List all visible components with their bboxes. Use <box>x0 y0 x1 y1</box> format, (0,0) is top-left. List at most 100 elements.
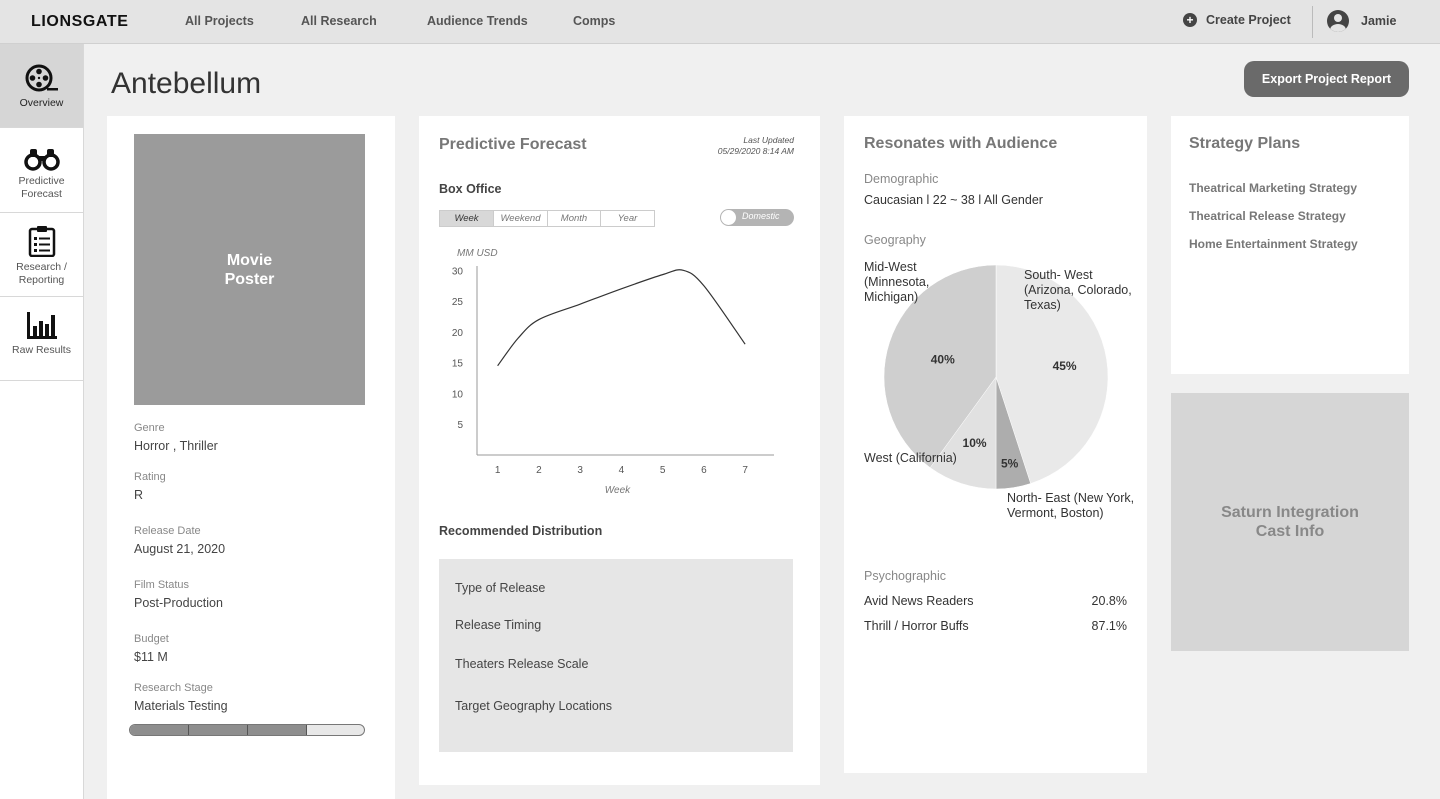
x-tick-label: 3 <box>577 465 583 476</box>
distribution-item-theaters-release-scale: Theaters Release Scale <box>455 657 589 671</box>
export-project-report-button[interactable]: Export Project Report <box>1244 61 1409 97</box>
binoculars-icon <box>23 149 60 171</box>
psychographic-row: Avid News Readers 20.8% <box>864 594 1127 608</box>
x-tick-label: 7 <box>742 465 748 476</box>
budget-label: Budget <box>134 633 169 645</box>
nav-all-research[interactable]: All Research <box>301 14 377 28</box>
x-tick-label: 2 <box>536 465 542 476</box>
sidebar-label-raw-results: Raw Results <box>12 344 71 356</box>
pie-slice-label: 40% <box>931 353 955 367</box>
psychographic-value: 87.1% <box>1091 619 1127 633</box>
film-status-label: Film Status <box>134 579 190 591</box>
saturn-cast-info-placeholder: Saturn Integration Cast Info <box>1171 393 1409 651</box>
genre-label: Genre <box>134 422 165 434</box>
user-menu[interactable]: Jamie <box>1327 10 1396 32</box>
sidebar-label-research-reporting: Research / Reporting <box>16 261 67 286</box>
research-stage-progress-bar <box>129 724 365 736</box>
y-tick-label: 20 <box>452 328 464 339</box>
distribution-item-target-geography: Target Geography Locations <box>455 699 613 713</box>
psychographic-name: Avid News Readers <box>864 594 974 608</box>
film-status-value: Post-Production <box>134 596 223 610</box>
tab-week[interactable]: Week <box>439 210 494 227</box>
y-tick-label: 5 <box>457 420 463 431</box>
strategy-title: Strategy Plans <box>1189 135 1301 152</box>
geo-label-south-west: South- West (Arizona, Colorado, Texas) <box>1024 268 1132 312</box>
sidebar: Overview Predictive Forecast Research / … <box>0 44 84 799</box>
time-range-tabs: Week Weekend Month Year <box>439 210 655 227</box>
x-tick-label: 6 <box>701 465 707 476</box>
last-updated-label: Last Updated <box>743 135 794 145</box>
geography-label: Geography <box>864 233 926 247</box>
nav-divider <box>1312 6 1313 38</box>
x-tick-label: 5 <box>660 465 666 476</box>
strategy-link-home-entertainment[interactable]: Home Entertainment Strategy <box>1189 237 1358 251</box>
domestic-toggle[interactable]: Domestic <box>720 209 794 226</box>
sidebar-item-raw-results[interactable]: Raw Results <box>0 297 83 381</box>
x-axis-label: Week <box>605 485 631 496</box>
y-tick-label: 10 <box>452 389 464 400</box>
create-project-button[interactable]: + Create Project <box>1183 13 1291 27</box>
brand-logo[interactable]: LIONSGATE <box>31 13 129 30</box>
release-date-label: Release Date <box>134 525 201 537</box>
pie-slice-mid-west <box>883 264 997 468</box>
toggle-label: Domestic <box>742 211 780 221</box>
research-stage-label: Research Stage <box>134 682 213 694</box>
y-axis-label: MM USD <box>457 248 498 259</box>
rating-value: R <box>134 488 144 502</box>
tab-year[interactable]: Year <box>600 210 655 227</box>
sidebar-label-overview: Overview <box>19 97 64 109</box>
nav-all-projects[interactable]: All Projects <box>185 14 254 28</box>
psychographic-row: Thrill / Horror Buffs 87.1% <box>864 619 1127 633</box>
bar-chart-icon <box>26 312 57 339</box>
predictive-forecast-card: Predictive Forecast Last Updated 05/29/2… <box>419 116 820 785</box>
forecast-title: Predictive Forecast <box>439 136 587 153</box>
sidebar-item-predictive-forecast[interactable]: Predictive Forecast <box>0 128 83 213</box>
y-tick-label: 30 <box>452 266 464 277</box>
demographic-value: Caucasian l 22 ~ 38 l All Gender <box>864 193 1043 207</box>
box-office-line-chart: MM USD Week 5 10 15 20 25 30 1 2 3 4 5 6 7 <box>452 248 774 496</box>
geo-label-west: West (California) <box>864 451 957 465</box>
geo-label-north-east: North- East (New York, Vermont, Boston) <box>1007 491 1135 520</box>
tab-month[interactable]: Month <box>547 210 601 227</box>
sidebar-item-overview[interactable]: Overview <box>0 44 83 128</box>
saturn-label: Saturn Integration Cast Info <box>1221 504 1359 540</box>
poster-label: Movie Poster <box>224 251 275 288</box>
y-tick-label: 25 <box>452 297 464 308</box>
research-stage-value: Materials Testing <box>134 699 228 713</box>
tab-weekend[interactable]: Weekend <box>493 210 548 227</box>
pie-slice-label: 5% <box>1001 456 1019 470</box>
geo-label-mid-west: Mid-West (Minnesota, Michigan) <box>864 260 930 304</box>
pie-slice-south-west <box>995 264 1109 484</box>
audience-card: Resonates with Audience Demographic Cauc… <box>844 116 1147 773</box>
rating-label: Rating <box>134 471 166 483</box>
plus-circle-icon: + <box>1183 13 1197 27</box>
last-updated: Last Updated 05/29/2020 8:14 AM <box>684 135 794 157</box>
clipboard-icon <box>28 226 55 257</box>
user-avatar-icon <box>1327 10 1349 32</box>
sidebar-item-research-reporting[interactable]: Research / Reporting <box>0 213 83 297</box>
x-tick-label: 1 <box>495 465 501 476</box>
demographic-label: Demographic <box>864 172 939 186</box>
geography-pie-chart: 45% 5% 10% 40% <box>883 264 1109 490</box>
user-name: Jamie <box>1361 14 1397 28</box>
psychographic-label: Psychographic <box>864 569 946 583</box>
movie-poster-placeholder: Movie Poster <box>134 134 365 405</box>
strategy-link-theatrical-release[interactable]: Theatrical Release Strategy <box>1189 209 1346 223</box>
box-office-title: Box Office <box>439 182 502 196</box>
last-updated-value: 05/29/2020 8:14 AM <box>717 146 794 156</box>
recommended-distribution-title: Recommended Distribution <box>439 524 603 538</box>
film-reel-icon <box>25 64 58 92</box>
x-tick-label: 4 <box>619 465 625 476</box>
progress-fill <box>130 725 306 735</box>
toggle-knob <box>721 210 736 225</box>
psychographic-name: Thrill / Horror Buffs <box>864 619 969 633</box>
budget-value: $11 M <box>134 650 168 664</box>
nav-comps[interactable]: Comps <box>573 14 616 28</box>
y-tick-label: 15 <box>452 359 464 370</box>
strategy-link-theatrical-marketing[interactable]: Theatrical Marketing Strategy <box>1189 181 1358 195</box>
audience-title: Resonates with Audience <box>864 135 1058 152</box>
genre-value: Horror , Thriller <box>134 439 218 453</box>
project-info-card: Movie Poster Genre Horror , Thriller Rat… <box>107 116 395 799</box>
top-nav-bar: LIONSGATE All Projects All Research Audi… <box>0 0 1440 44</box>
nav-audience-trends[interactable]: Audience Trends <box>427 14 528 28</box>
